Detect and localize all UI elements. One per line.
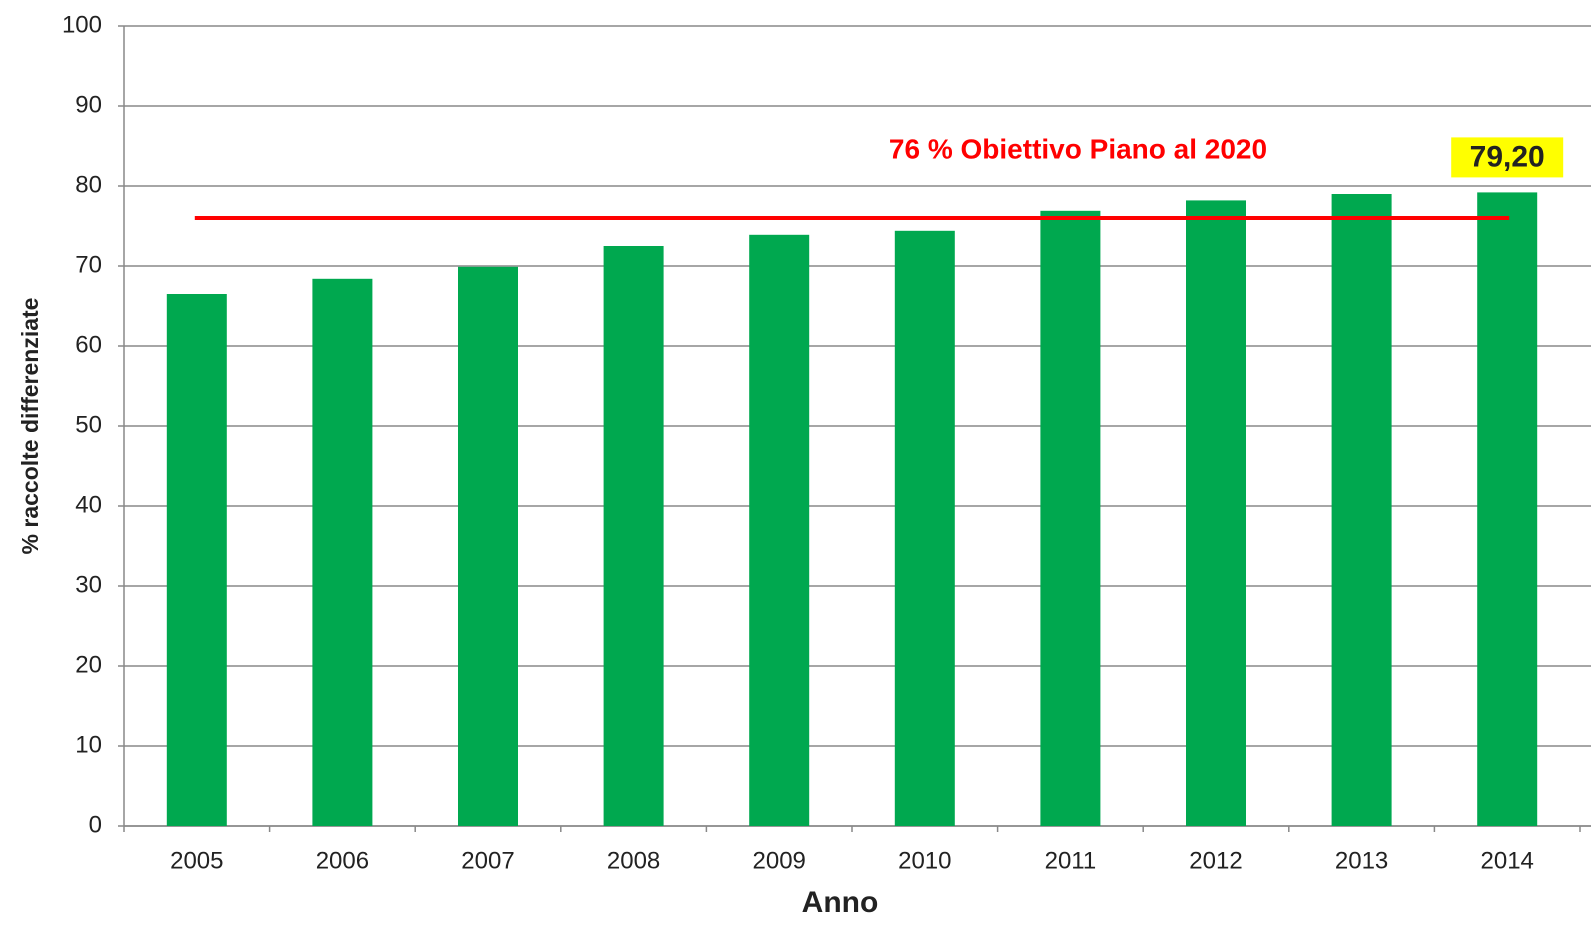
x-tick-label: 2013 [1335,847,1388,874]
bar [166,294,227,826]
bar [1477,192,1538,826]
x-tick-label: 2012 [1189,847,1242,874]
bar [312,278,373,826]
y-axis-title: % raccolte differenziate [17,298,43,555]
y-tick-label: 0 [89,811,102,838]
bar [1040,210,1101,827]
target-label: 76 % Obiettivo Piano al 2020 [889,133,1267,164]
bar [458,266,518,826]
bar [603,246,664,826]
y-tick-label: 70 [75,251,102,278]
y-tick-label: 10 [75,731,102,758]
y-tick-label: 20 [75,651,102,678]
x-tick-label: 2014 [1481,847,1534,874]
y-tick-label: 40 [75,491,102,518]
bar [749,234,810,827]
value-label-bg [1451,137,1564,178]
value-label: 79,20 [1470,140,1545,173]
y-tick-label: 100 [62,11,102,38]
y-tick-label: 50 [75,411,102,438]
y-tick-label: 90 [75,91,102,118]
x-axis-title: Anno [802,886,879,919]
x-tick-label: 2009 [753,847,806,874]
x-tick-label: 2005 [170,847,223,874]
bar [1186,200,1246,826]
x-tick-label: 2008 [607,847,660,874]
bar [1331,194,1392,826]
x-tick-label: 2011 [1045,847,1097,874]
x-tick-label: 2010 [898,847,951,874]
y-tick-label: 60 [75,331,102,358]
y-tick-label: 30 [75,571,102,598]
y-tick-label: 80 [75,171,102,198]
x-tick-label: 2007 [461,847,514,874]
x-tick-label: 2006 [316,847,369,874]
bar [894,230,955,827]
